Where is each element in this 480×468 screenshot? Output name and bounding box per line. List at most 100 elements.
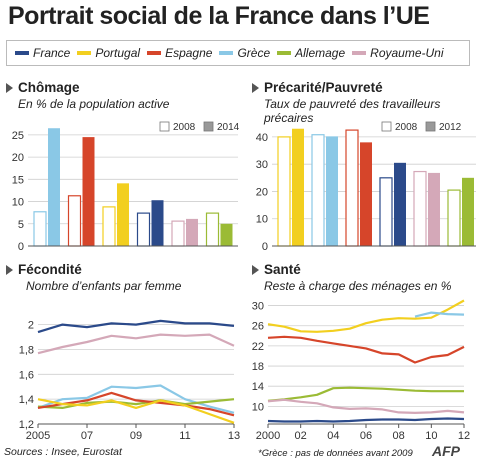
sources-text: Sources : Insee, Eurostat — [4, 446, 122, 458]
bar-france-2014 — [151, 200, 164, 246]
panel-title: Santé — [264, 262, 301, 277]
year-legend-swatch — [425, 121, 436, 132]
panel-title: Fécondité — [18, 262, 82, 277]
x-tick-label: 08 — [393, 430, 405, 442]
bar-france-2008 — [379, 177, 393, 247]
year-legend-label: 2012 — [439, 122, 462, 133]
y-tick-label: 1,2 — [19, 419, 34, 431]
bar-royaume-uni-2014 — [186, 218, 198, 246]
bar-grece-2012 — [326, 136, 338, 246]
panel-precarite: Précarité/Pauvreté Taux de pauvreté des … — [252, 80, 474, 125]
bar-espagne-2012 — [360, 142, 372, 246]
legend-item-france: France — [15, 46, 70, 60]
x-tick-label: 06 — [360, 430, 372, 442]
legend-item-portugal: Portugal — [77, 46, 140, 60]
line-royaume-uni — [37, 333, 235, 355]
bar-allemage-2008 — [447, 189, 461, 247]
year-legend-label: 2008 — [173, 122, 196, 133]
bar-royaume-uni-2008 — [171, 220, 185, 247]
panel-subtitle: Nombre d’enfants par femme — [26, 279, 182, 293]
line-portugal — [267, 299, 465, 333]
x-tick-label: 13 — [228, 430, 240, 442]
x-tick-label: 02 — [295, 430, 307, 442]
bar-allemage-2014 — [220, 223, 233, 246]
legend-swatch — [15, 51, 29, 55]
panel-subtitle: Reste à charge des ménages en % — [264, 279, 452, 293]
panel-sante: Santé Reste à charge des ménages en % — [252, 262, 474, 293]
legend-swatch — [277, 51, 292, 55]
bar-grece-2008 — [311, 134, 325, 247]
y-tick-label: 10 — [12, 197, 24, 209]
y-tick-label: 1,4 — [19, 394, 34, 406]
triangle-icon — [6, 82, 13, 93]
y-tick-label: 10 — [256, 214, 268, 226]
y-tick-label: 1,6 — [19, 369, 34, 381]
y-tick-label: 22 — [252, 341, 264, 353]
y-tick-label: 1,8 — [19, 344, 34, 356]
panel-subtitle: En % de la population active — [18, 97, 170, 111]
chart-chomage: 0 5 10 15 20 25 2008 2014 — [12, 121, 240, 253]
bar-espagne-2008 — [67, 195, 82, 247]
legend-item-royaume-uni: Royaume-Uni — [352, 46, 444, 60]
legend-label: Grèce — [237, 46, 271, 60]
legend-label: France — [33, 46, 71, 60]
y-tick-label: 18 — [252, 361, 264, 373]
legend-label: Espagne — [165, 46, 213, 60]
y-tick-label: 0 — [262, 241, 268, 253]
line-allemage — [37, 398, 235, 409]
panel-title: Chômage — [18, 80, 80, 95]
x-tick-label: 09 — [130, 430, 142, 442]
x-tick-label: 04 — [327, 430, 339, 442]
line-grece — [37, 384, 235, 414]
bar-espagne-2014 — [82, 137, 95, 246]
bar-portugal-2008 — [102, 206, 116, 247]
x-tick-label: 07 — [81, 430, 93, 442]
year-legend-label: 2008 — [395, 122, 418, 133]
y-tick-label: 20 — [256, 186, 268, 198]
bar-portugal-2014 — [117, 183, 129, 246]
y-tick-label: 20 — [12, 152, 24, 164]
legend-swatch — [352, 51, 367, 55]
panel-subtitle: Taux de pauvreté des travailleurs précai… — [264, 97, 441, 125]
panel-title: Précarité/Pauvreté — [264, 80, 383, 95]
y-tick-label: 5 — [18, 219, 24, 231]
x-tick-label: 12 — [458, 430, 470, 442]
bar-france-2012 — [394, 162, 406, 246]
panel-chomage: Chômage En % de la population active — [6, 80, 242, 111]
bar-grece-2014 — [48, 128, 60, 246]
bar-portugal-2012 — [292, 128, 304, 246]
bar-royaume-uni-2012 — [428, 172, 440, 246]
panel-fecondite: Fécondité Nombre d’enfants par femme — [6, 262, 242, 293]
y-tick-label: 0 — [18, 241, 24, 253]
bar-espagne-2008 — [345, 129, 359, 247]
year-legend-label: 2014 — [217, 122, 240, 133]
bar-allemage-2008 — [205, 212, 220, 247]
line-france — [267, 417, 465, 423]
bar-portugal-2008 — [277, 136, 291, 247]
bar-france-2008 — [136, 212, 151, 247]
year-legend-swatch — [381, 121, 392, 132]
y-tick-label: 30 — [256, 159, 268, 171]
y-tick-label: 40 — [256, 132, 268, 144]
triangle-icon — [252, 264, 259, 275]
bar-royaume-uni-2008 — [413, 170, 427, 247]
year-legend-swatch — [203, 121, 214, 132]
bar-allemage-2012 — [462, 177, 474, 246]
chart-fecondite: 1,2 1,4 1,6 1,8 2 2005 07 09 11 13 — [19, 320, 240, 442]
line-allemage — [267, 386, 464, 402]
infographic-title: Portrait social de la France dans l’UE — [8, 2, 430, 30]
legend-swatch — [77, 51, 92, 55]
year-legend-swatch — [159, 121, 170, 132]
chart-precarite: 0 10 20 30 40 2008 2012 — [256, 121, 476, 253]
triangle-icon — [252, 82, 259, 93]
triangle-icon — [6, 264, 13, 275]
line-grece — [414, 311, 465, 318]
y-tick-label: 30 — [252, 301, 264, 313]
legend-item-allemage: Allemage — [277, 46, 345, 60]
legend-item-espagne: Espagne — [147, 46, 212, 60]
y-tick-label: 26 — [252, 321, 264, 333]
legend-label: Portugal — [95, 46, 141, 60]
x-tick-label: 10 — [425, 430, 437, 442]
y-tick-label: 2 — [28, 320, 34, 332]
x-tick-label: 11 — [179, 430, 190, 442]
